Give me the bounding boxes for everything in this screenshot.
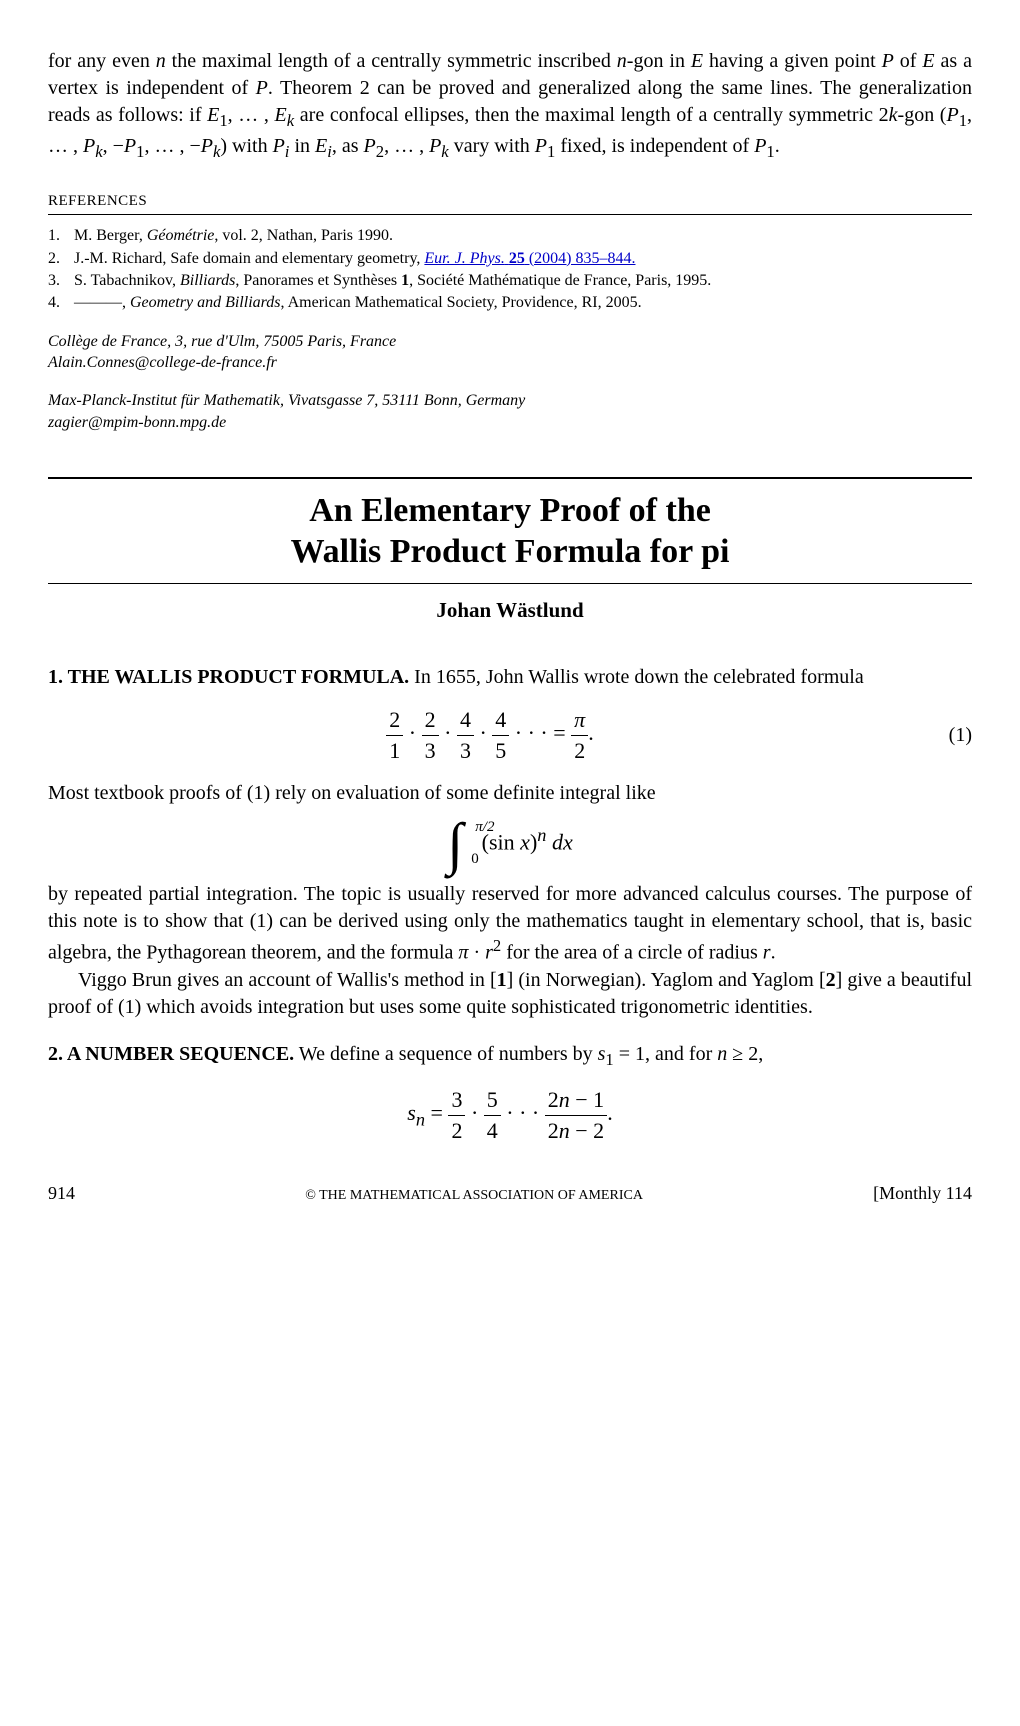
paragraph-2: Most textbook proofs of (1) rely on eval… [48, 780, 972, 807]
equation-1: 21 · 23 · 43 · 45 · · · = π2. (1) [48, 705, 972, 765]
footer-right: [Monthly 114 [873, 1181, 972, 1205]
article-author: Johan Wästlund [48, 596, 972, 624]
reference-text: M. Berger, Géométrie, vol. 2, Nathan, Pa… [74, 225, 972, 247]
reference-item: 2.J.-M. Richard, Safe domain and element… [48, 248, 972, 270]
reference-number: 4. [48, 292, 74, 314]
section-2-para: 2. A NUMBER SEQUENCE. We define a sequen… [48, 1041, 972, 1072]
affil-email: zagier@mpim-bonn.mpg.de [48, 412, 972, 434]
paragraph-4: Viggo Brun gives an account of Wallis's … [48, 967, 972, 1021]
reference-item: 3.S. Tabachnikov, Billiards, Panorames e… [48, 270, 972, 292]
divider-thin [48, 583, 972, 584]
article-title: An Elementary Proof of the Wallis Produc… [48, 491, 972, 573]
affil-address: Collège de France, 3, rue d'Ulm, 75005 P… [48, 331, 972, 353]
reference-number: 1. [48, 225, 74, 247]
copyright-symbol: © THE MATHEMATICAL ASSOCIATION OF AMERIC… [305, 1188, 643, 1203]
footer-page-number: 914 [48, 1181, 75, 1205]
section-1-text: In 1655, John Wallis wrote down the cele… [409, 666, 864, 688]
section-2-text: We define a sequence of numbers by s1 = … [294, 1043, 763, 1065]
section-2-heading: 2. A NUMBER SEQUENCE. [48, 1043, 294, 1065]
equation-3: sn = 32 · 54 · · · 2n − 12n − 2. [48, 1085, 972, 1145]
title-line: An Elementary Proof of the [309, 492, 711, 529]
reference-text: ———, Geometry and Billiards, American Ma… [74, 292, 972, 314]
title-line: Wallis Product Formula for pi [291, 533, 730, 570]
intro-paragraph: for any even n the maximal length of a c… [48, 48, 972, 163]
references-list: 1.M. Berger, Géométrie, vol. 2, Nathan, … [48, 225, 972, 315]
equation-1-number: (1) [932, 722, 972, 749]
reference-text: J.-M. Richard, Safe domain and elementar… [74, 248, 972, 270]
section-1-para: 1. THE WALLIS PRODUCT FORMULA. In 1655, … [48, 664, 972, 691]
reference-text: S. Tabachnikov, Billiards, Panorames et … [74, 270, 972, 292]
references-header: REFERENCES [48, 191, 972, 215]
page-footer: 914 © THE MATHEMATICAL ASSOCIATION OF AM… [48, 1181, 972, 1206]
affiliation-1: Collège de France, 3, rue d'Ulm, 75005 P… [48, 331, 972, 374]
footer-center: © THE MATHEMATICAL ASSOCIATION OF AMERIC… [305, 1181, 643, 1206]
equation-2: ∫π/20 (sin x)n dx [48, 821, 972, 867]
divider-thick [48, 477, 972, 479]
paragraph-3: by repeated partial integration. The top… [48, 881, 972, 967]
reference-item: 1.M. Berger, Géométrie, vol. 2, Nathan, … [48, 225, 972, 247]
affil-email: Alain.Connes@college-de-france.fr [48, 352, 972, 374]
section-1-heading: 1. THE WALLIS PRODUCT FORMULA. [48, 666, 409, 688]
equation-1-body: 21 · 23 · 43 · 45 · · · = π2. [48, 705, 932, 765]
ref-link[interactable]: Eur. J. Phys. 25 (2004) 835–844. [424, 250, 635, 267]
reference-number: 3. [48, 270, 74, 292]
reference-item: 4.———, Geometry and Billiards, American … [48, 292, 972, 314]
reference-number: 2. [48, 248, 74, 270]
affiliation-2: Max-Planck-Institut für Mathematik, Viva… [48, 390, 972, 433]
affil-address: Max-Planck-Institut für Mathematik, Viva… [48, 390, 972, 412]
